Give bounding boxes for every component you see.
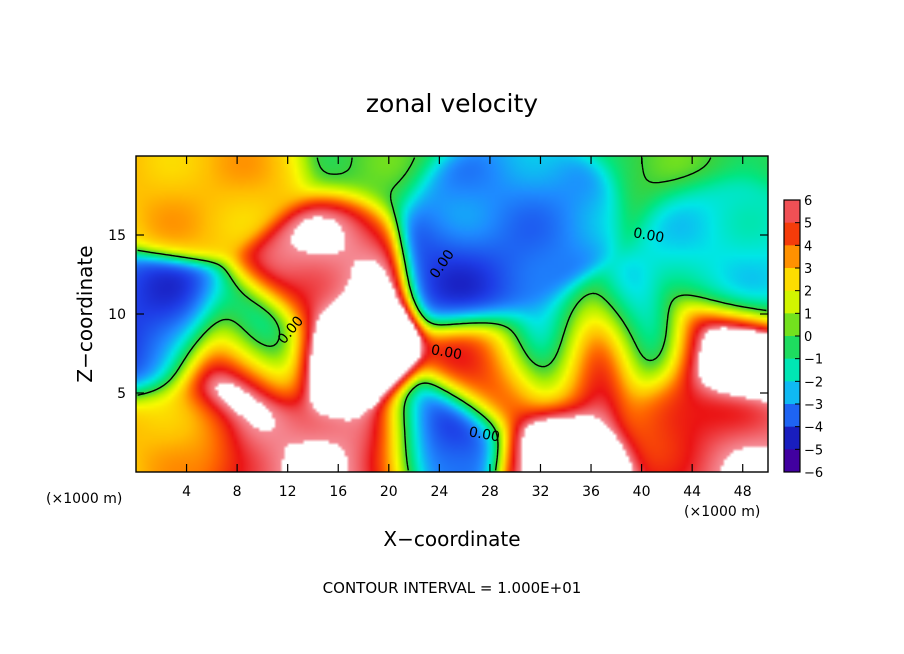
colorbar-swatch <box>784 313 800 337</box>
y-axis-ticks: 5 10 15 <box>108 228 768 402</box>
colorbar-swatch <box>784 222 800 246</box>
y-tick-label: 5 <box>117 386 126 402</box>
colorbar-tick-label: 2 <box>804 285 812 300</box>
colorbar-swatch <box>784 290 800 314</box>
contour-line-zero <box>137 157 767 471</box>
contour-label: 0.00 <box>632 225 665 246</box>
y-tick-label: 15 <box>108 228 126 244</box>
x-tick-label: 28 <box>481 484 499 500</box>
x-tick-label: 12 <box>279 484 297 500</box>
x-tick-label: 4 <box>182 484 191 500</box>
x-axis-unit: (×1000 m) <box>684 504 760 520</box>
colorbar-swatch <box>784 245 800 269</box>
y-tick-label: 10 <box>108 307 126 323</box>
x-tick-label: 8 <box>233 484 242 500</box>
x-axis-ticks: 4 8 12 16 20 24 28 32 36 40 44 48 <box>182 156 752 500</box>
x-tick-label: 36 <box>582 484 600 500</box>
colorbar-tick-label: 4 <box>804 239 812 254</box>
colorbar-tick-label: −6 <box>804 466 823 481</box>
colorbar-tick-label: 6 <box>804 194 812 209</box>
x-tick-label: 48 <box>734 484 752 500</box>
colorbar-swatch <box>784 381 800 405</box>
velocity-field <box>136 156 768 472</box>
x-tick-label: 24 <box>430 484 448 500</box>
plot-area: 0.000.000.000.000.00 4 8 12 16 20 24 28 32 36 40 4… <box>108 155 769 500</box>
contour-label: 0.00 <box>430 342 463 363</box>
colorbar-tick-label: −2 <box>804 375 823 390</box>
contour-interval-note: CONTOUR INTERVAL = 1.000E+01 <box>323 579 582 597</box>
colorbar-swatch <box>784 358 800 382</box>
colorbar-swatch <box>784 336 800 360</box>
colorbar-tick-label: −1 <box>804 353 823 368</box>
colorbar-swatch <box>784 200 800 224</box>
x-tick-label: 32 <box>532 484 550 500</box>
colorbar-tick-label: 1 <box>804 307 812 322</box>
colorbar-swatch <box>784 449 800 473</box>
colorbar-tick-label: 3 <box>804 262 812 277</box>
x-tick-label: 16 <box>329 484 347 500</box>
x-tick-label: 40 <box>633 484 651 500</box>
colorbar-swatch <box>784 426 800 450</box>
contour-label: 0.00 <box>468 424 501 445</box>
y-axis-unit: (×1000 m) <box>46 491 122 507</box>
chart-title: zonal velocity <box>366 89 538 118</box>
colorbar-tick-label: 5 <box>804 217 812 232</box>
colorbar-tick-label: −5 <box>804 443 823 458</box>
colorbar-tick-label: 0 <box>804 330 812 345</box>
colorbar: 6 5 4 3 2 1 0 −1 −2 −3 −4 −5 −6 <box>783 194 823 481</box>
x-tick-label: 20 <box>380 484 398 500</box>
colorbar-tick-label: −3 <box>804 398 823 413</box>
colorbar-swatch <box>784 404 800 428</box>
colorbar-swatch <box>784 268 800 292</box>
colorbar-tick-label: −4 <box>804 421 823 436</box>
y-axis-label: Z−coordinate <box>73 245 97 382</box>
x-tick-label: 44 <box>683 484 701 500</box>
x-axis-label: X−coordinate <box>383 527 520 551</box>
